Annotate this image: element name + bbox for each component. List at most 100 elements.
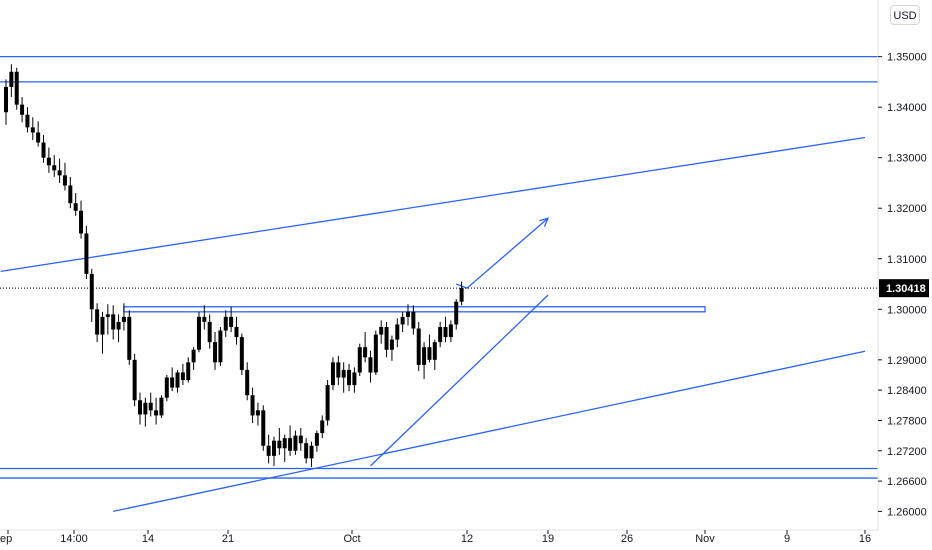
- candle-body: [41, 142, 46, 158]
- candle: [261, 405, 266, 451]
- candle: [341, 362, 346, 393]
- candle: [121, 303, 126, 331]
- time-tick-label: 16: [859, 533, 871, 545]
- candle-body: [443, 326, 448, 338]
- candle-body: [411, 311, 416, 329]
- candle: [202, 305, 207, 330]
- candle-body: [288, 438, 293, 451]
- candle-body: [127, 316, 132, 360]
- candle: [438, 321, 443, 348]
- current-price-badge: [879, 279, 929, 298]
- candle-body: [100, 316, 105, 335]
- price-tick-label: 1.31000: [887, 254, 927, 266]
- candle: [347, 363, 352, 392]
- candle: [148, 392, 153, 417]
- price-tick-label: 1.33000: [887, 153, 927, 165]
- candle: [373, 330, 378, 375]
- candle: [95, 303, 100, 343]
- candle-body: [164, 377, 169, 398]
- candle-body: [309, 445, 314, 459]
- candle-body: [255, 410, 260, 416]
- candle-body: [384, 326, 389, 350]
- candle: [213, 332, 218, 370]
- candle-body: [239, 337, 244, 370]
- candle: [79, 200, 84, 239]
- candle-body: [62, 175, 67, 186]
- candle-body: [427, 347, 432, 360]
- candle: [138, 392, 142, 425]
- candle-body: [36, 132, 41, 143]
- candle-body: [84, 233, 89, 274]
- candle-body: [154, 410, 159, 416]
- time-tick-label: 9: [784, 533, 790, 545]
- candle-body: [223, 316, 228, 331]
- candle: [250, 387, 255, 423]
- candle-body: [448, 324, 453, 338]
- candle: [336, 355, 341, 386]
- candle-body: [170, 377, 175, 388]
- candle-body: [229, 316, 234, 327]
- candle: [62, 162, 67, 191]
- price-tick-label: 1.35000: [887, 52, 927, 64]
- time-tick-label: Oct: [343, 533, 360, 545]
- candle-body: [416, 328, 421, 365]
- candle: [239, 333, 244, 375]
- candle: [52, 155, 57, 177]
- candle-body: [105, 314, 110, 317]
- candle-body: [304, 443, 309, 459]
- candle: [400, 311, 405, 333]
- channel-lower-line: [113, 350, 866, 513]
- candle-body: [73, 203, 78, 211]
- candle: [20, 97, 25, 123]
- candle-body: [459, 288, 464, 302]
- candle: [304, 438, 309, 464]
- candle: [14, 67, 19, 110]
- currency-button[interactable]: USD: [890, 5, 920, 25]
- candle: [352, 367, 357, 393]
- candle-body: [25, 114, 30, 128]
- candle: [309, 441, 314, 467]
- candle-body: [261, 410, 266, 446]
- candle-body: [400, 316, 405, 325]
- candle-body: [368, 357, 373, 373]
- candle: [116, 314, 121, 343]
- candle-body: [180, 372, 185, 381]
- candle: [422, 342, 427, 380]
- candle: [111, 305, 116, 340]
- candle: [41, 134, 46, 163]
- candle: [384, 321, 389, 358]
- candle-body: [218, 330, 223, 363]
- candle-body: [79, 210, 84, 234]
- candle-body: [277, 440, 282, 449]
- candle: [314, 430, 319, 452]
- candle: [320, 415, 325, 439]
- candle: [175, 369, 180, 393]
- candle-body: [121, 316, 126, 322]
- resistance-zone-rect: [123, 306, 706, 313]
- candle: [132, 353, 137, 407]
- candle: [84, 225, 89, 279]
- candle-body: [4, 86, 8, 113]
- candle-body: [191, 349, 196, 363]
- candle-body: [213, 342, 218, 363]
- candle: [143, 397, 148, 427]
- candle-body: [207, 321, 212, 343]
- price-tick-label: 1.32000: [887, 203, 927, 215]
- candle-body: [363, 347, 368, 358]
- candle-body: [432, 342, 437, 360]
- candle: [282, 434, 287, 462]
- candle-body: [196, 316, 201, 350]
- candle-body: [175, 372, 180, 388]
- candle: [196, 311, 201, 353]
- candle-body: [352, 372, 357, 386]
- candle-body: [95, 309, 100, 335]
- candle-body: [159, 397, 164, 416]
- candle: [223, 310, 228, 338]
- candle-body: [272, 440, 276, 456]
- candle: [277, 428, 282, 455]
- candle-body: [138, 400, 142, 415]
- candle: [154, 397, 159, 425]
